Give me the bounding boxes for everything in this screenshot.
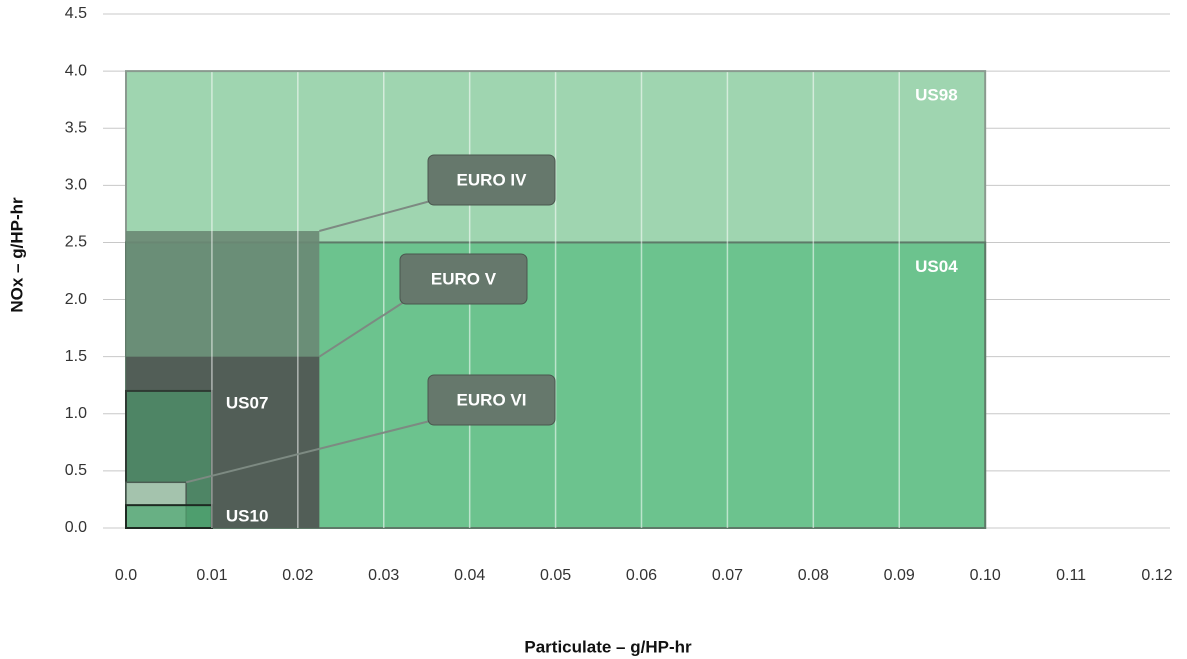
x-tick-label: 0.04: [454, 567, 485, 584]
y-tick-label: 0.0: [65, 519, 87, 536]
x-tick-label: 0.12: [1141, 567, 1172, 584]
x-tick-label: 0.03: [368, 567, 399, 584]
region-label: US04: [915, 257, 958, 276]
leader-line: [185, 418, 439, 484]
y-tick-label: 4.5: [65, 5, 87, 22]
callout-box: [399, 253, 528, 305]
y-tick-label: 2.0: [65, 291, 87, 308]
region-label: US07: [226, 393, 269, 412]
region: [125, 504, 213, 529]
region-label: EURO V: [431, 269, 497, 288]
x-axis-label: Particulate – g/HP-hr: [524, 637, 692, 656]
x-tick-label: 0.07: [712, 567, 743, 584]
x-tick-label: 0.08: [798, 567, 829, 584]
y-tick-label: 0.5: [65, 462, 87, 479]
x-tick-label: 0.02: [282, 567, 313, 584]
x-tick-label: 0.06: [626, 567, 657, 584]
x-tick-label: 0.0: [115, 567, 137, 584]
x-tick-label: 0.05: [540, 567, 571, 584]
callout-box: [427, 154, 556, 206]
y-tick-label: 2.5: [65, 234, 87, 251]
y-tick-label: 1.0: [65, 405, 87, 422]
region-label: EURO IV: [457, 170, 528, 189]
x-tick-label: 0.10: [970, 567, 1001, 584]
y-tick-label: 4.0: [65, 62, 87, 79]
y-tick-label: 1.5: [65, 348, 87, 365]
x-tick-label: 0.01: [196, 567, 227, 584]
y-tick-label: 3.5: [65, 119, 87, 136]
y-axis-label: NOx – g/HP-hr: [7, 197, 26, 313]
x-tick-label: 0.11: [1056, 567, 1086, 584]
leader-line: [319, 198, 439, 232]
y-tick-label: 3.0: [65, 177, 87, 194]
region-label: US10: [226, 507, 269, 526]
region-label: EURO VI: [457, 390, 527, 409]
region-label: US98: [915, 86, 958, 105]
leader-line: [318, 297, 411, 358]
x-tick-label: 0.09: [884, 567, 915, 584]
callout-box: [427, 374, 556, 426]
